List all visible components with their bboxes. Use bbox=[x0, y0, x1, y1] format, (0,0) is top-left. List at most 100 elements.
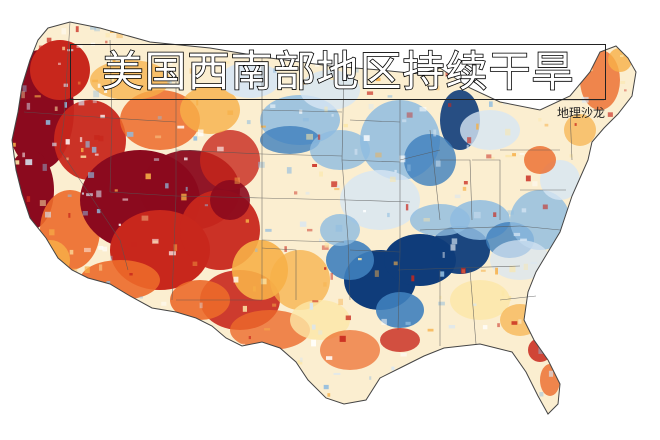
anomaly-patch-wet bbox=[404, 134, 456, 186]
texture-speck bbox=[198, 129, 204, 137]
texture-speck bbox=[45, 211, 51, 218]
texture-speck bbox=[363, 135, 370, 141]
texture-speck bbox=[509, 265, 516, 273]
texture-speck bbox=[427, 328, 434, 332]
title-box: 美国西南部地区持续干旱 bbox=[70, 44, 606, 100]
texture-speck bbox=[326, 356, 333, 360]
texture-speck bbox=[191, 353, 198, 359]
texture-speck bbox=[99, 264, 103, 271]
texture-speck bbox=[98, 135, 104, 142]
texture-speck bbox=[12, 210, 15, 212]
texture-speck bbox=[389, 176, 396, 182]
texture-speck bbox=[18, 364, 23, 367]
texture-speck bbox=[439, 295, 442, 299]
texture-speck bbox=[62, 46, 66, 51]
texture-speck bbox=[391, 366, 395, 371]
texture-speck bbox=[615, 257, 620, 262]
texture-speck bbox=[466, 144, 469, 150]
texture-speck bbox=[94, 135, 100, 140]
texture-speck bbox=[34, 95, 41, 98]
texture-speck bbox=[545, 32, 548, 39]
texture-speck bbox=[228, 401, 235, 407]
texture-speck bbox=[593, 232, 598, 239]
texture-speck bbox=[593, 274, 599, 282]
texture-speck bbox=[67, 194, 72, 197]
texture-speck bbox=[345, 315, 351, 321]
texture-speck bbox=[27, 257, 31, 261]
texture-speck bbox=[94, 153, 99, 156]
texture-speck bbox=[636, 32, 642, 37]
texture-speck bbox=[42, 163, 47, 171]
texture-speck bbox=[333, 372, 341, 375]
anomaly-patch-moderate-dry bbox=[540, 364, 560, 396]
texture-speck bbox=[433, 129, 437, 137]
texture-speck bbox=[299, 109, 303, 114]
texture-speck bbox=[393, 379, 400, 385]
texture-speck bbox=[26, 196, 31, 202]
texture-speck bbox=[569, 307, 574, 315]
texture-speck bbox=[73, 360, 77, 365]
texture-speck bbox=[405, 204, 409, 211]
texture-speck bbox=[368, 104, 374, 110]
texture-speck bbox=[22, 85, 27, 92]
texture-speck bbox=[505, 128, 511, 136]
source-label: 地理沙龙 bbox=[556, 106, 605, 120]
texture-speck bbox=[96, 209, 101, 214]
texture-speck bbox=[297, 360, 303, 365]
texture-speck bbox=[538, 118, 542, 122]
texture-speck bbox=[473, 211, 481, 219]
texture-speck bbox=[548, 370, 554, 377]
texture-speck bbox=[319, 238, 322, 242]
texture-speck bbox=[312, 300, 319, 303]
texture-speck bbox=[628, 200, 631, 207]
texture-speck bbox=[605, 217, 610, 222]
texture-speck bbox=[581, 332, 584, 337]
texture-speck bbox=[79, 137, 83, 143]
texture-speck bbox=[525, 319, 530, 323]
texture-speck bbox=[94, 338, 100, 341]
texture-speck bbox=[127, 353, 133, 359]
texture-speck bbox=[220, 375, 225, 381]
texture-speck bbox=[106, 357, 111, 362]
texture-speck bbox=[484, 380, 490, 387]
texture-speck bbox=[301, 81, 306, 85]
texture-speck bbox=[407, 164, 411, 172]
texture-speck bbox=[405, 321, 411, 325]
texture-speck bbox=[115, 22, 122, 29]
texture-speck bbox=[82, 337, 88, 341]
texture-speck bbox=[167, 78, 172, 84]
texture-speck bbox=[79, 381, 84, 387]
texture-speck bbox=[298, 397, 306, 402]
texture-speck bbox=[311, 339, 316, 347]
texture-speck bbox=[366, 91, 374, 95]
texture-speck bbox=[97, 83, 101, 88]
texture-speck bbox=[381, 318, 387, 325]
texture-speck bbox=[330, 409, 335, 414]
texture-speck bbox=[246, 120, 251, 125]
texture-speck bbox=[98, 245, 104, 250]
texture-speck bbox=[495, 267, 498, 275]
texture-speck bbox=[411, 275, 415, 282]
texture-speck bbox=[614, 220, 617, 225]
texture-speck bbox=[599, 398, 604, 402]
texture-speck bbox=[57, 154, 62, 158]
texture-speck bbox=[59, 362, 65, 367]
texture-speck bbox=[106, 77, 111, 80]
texture-speck bbox=[451, 238, 458, 245]
texture-speck bbox=[46, 37, 52, 43]
texture-speck bbox=[461, 360, 466, 366]
texture-speck bbox=[523, 263, 528, 270]
texture-speck bbox=[331, 181, 338, 188]
texture-speck bbox=[343, 123, 348, 128]
texture-speck bbox=[431, 387, 434, 394]
texture-speck bbox=[594, 39, 600, 43]
texture-speck bbox=[299, 221, 307, 227]
texture-speck bbox=[435, 160, 441, 167]
texture-speck bbox=[270, 104, 276, 108]
texture-speck bbox=[387, 212, 390, 218]
texture-speck bbox=[110, 255, 113, 261]
texture-speck bbox=[374, 270, 379, 277]
texture-speck bbox=[75, 26, 79, 33]
texture-speck bbox=[633, 295, 636, 300]
